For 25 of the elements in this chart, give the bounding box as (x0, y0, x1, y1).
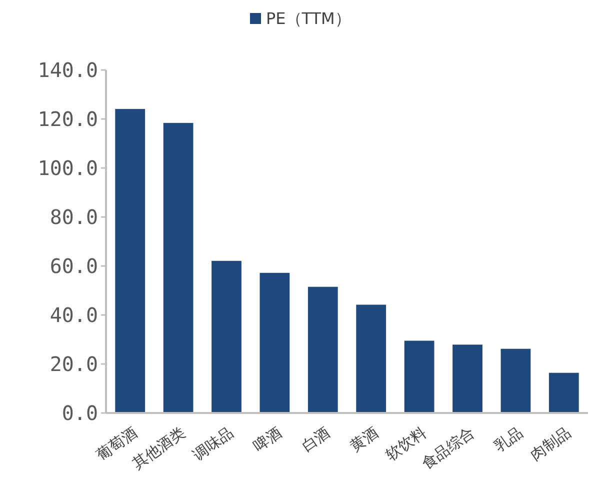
legend-label: PE（TTM） (266, 9, 351, 28)
bar (452, 344, 482, 413)
bar (115, 108, 146, 413)
y-tick-label: 40.0 (50, 303, 98, 327)
bar (404, 340, 434, 413)
x-tick-label: 啤酒 (250, 424, 285, 456)
x-tick-label: 黄酒 (346, 424, 382, 456)
y-tick-label: 0.0 (62, 401, 98, 425)
bar (212, 260, 242, 413)
y-tick-label: 140.0 (38, 58, 98, 82)
bar (260, 272, 290, 413)
y-tick-label: 80.0 (50, 205, 98, 229)
bar (500, 348, 531, 413)
y-tick-label: 60.0 (50, 254, 98, 278)
bar (163, 122, 194, 413)
x-tick-label: 调味品 (190, 424, 237, 464)
y-tick-label: 100.0 (38, 156, 98, 180)
x-tick-label: 白酒 (298, 424, 334, 456)
y-tick-label: 20.0 (50, 352, 98, 376)
y-tick-label: 120.0 (38, 107, 98, 131)
x-tick-label: 肉制品 (527, 424, 574, 464)
x-tick-label: 乳品 (491, 424, 526, 456)
bar (548, 372, 579, 413)
bar (308, 286, 338, 413)
bar (356, 304, 386, 413)
